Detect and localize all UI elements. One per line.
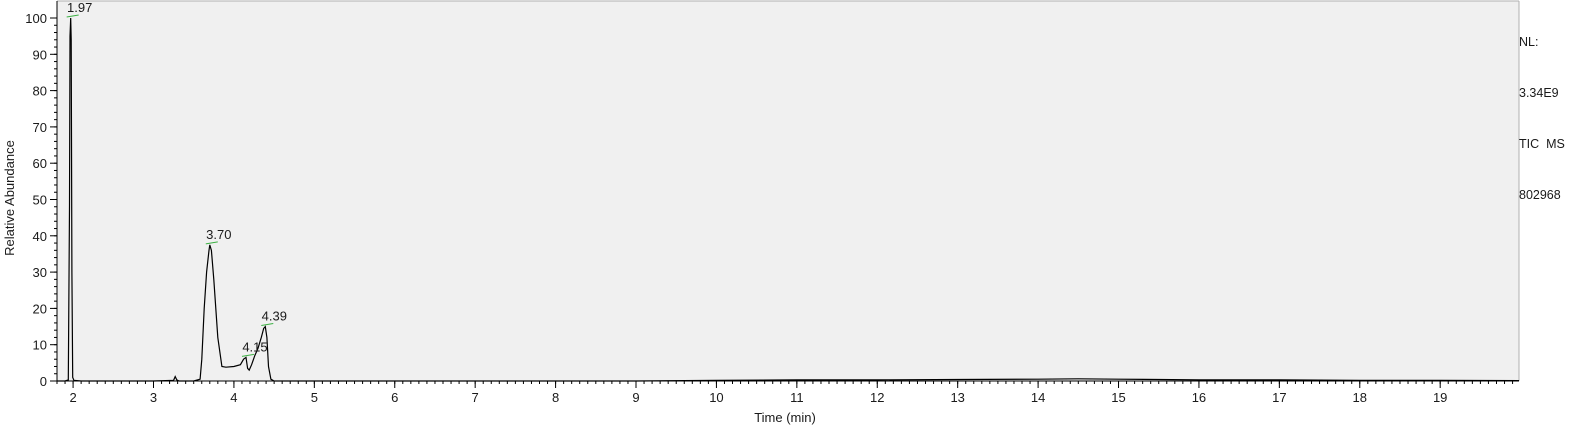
x-tick-label: 7 — [472, 390, 479, 405]
x-tick-label: 11 — [790, 390, 804, 405]
nl-label: NL: — [1519, 35, 1539, 49]
peak-leader — [241, 353, 255, 357]
peak-label: 4.39 — [262, 309, 287, 324]
y-tick-label: 20 — [33, 301, 47, 316]
x-tick-label: 6 — [391, 390, 398, 405]
x-tick-label: 3 — [150, 390, 157, 405]
y-tick-label: 100 — [25, 11, 47, 26]
x-tick-label: 17 — [1272, 390, 1286, 405]
file-name: 802968 — [1519, 188, 1561, 202]
plot-area — [57, 1, 1519, 381]
x-tick-label: 4 — [230, 390, 237, 405]
nl-value: 3.34E9 — [1519, 86, 1559, 100]
x-tick-label: 8 — [552, 390, 559, 405]
y-tick-label: 10 — [33, 338, 47, 353]
tic-trace — [57, 17, 1520, 382]
x-tick-label: 10 — [709, 390, 723, 405]
y-axis-title: Relative Abundance — [2, 140, 17, 256]
info-panel: NL: 3.34E9 TIC MS 802968 — [1519, 0, 1565, 221]
peak-label: 3.70 — [206, 227, 231, 242]
x-tick-label: 19 — [1433, 390, 1447, 405]
peak-label: 1.97 — [67, 0, 92, 15]
y-tick-label: 0 — [40, 374, 47, 389]
y-tick-label: 70 — [33, 120, 47, 135]
y-tick-label: 90 — [33, 47, 47, 62]
peak-leader — [66, 14, 79, 18]
x-axis-title: Time (min) — [754, 410, 816, 425]
y-tick-label: 30 — [33, 265, 47, 280]
x-tick-label: 15 — [1111, 390, 1125, 405]
scan-filter: TIC MS — [1519, 137, 1565, 151]
peak-annotations: 1.97 3.70 4.15 4.39 — [66, 0, 287, 357]
y-tick-label: 80 — [33, 84, 47, 99]
x-tick-label: 2 — [69, 390, 76, 405]
y-tick-label: 40 — [33, 229, 47, 244]
x-tick-label: 5 — [311, 390, 318, 405]
x-tick-label: 18 — [1353, 390, 1367, 405]
peak-leader — [205, 241, 218, 245]
x-axis: 2 3 4 5 6 7 8 9 10 11 12 13 14 15 16 17 18 19 — [56, 380, 1519, 405]
peak-leader — [261, 323, 274, 327]
x-tick-label: 13 — [950, 390, 964, 405]
x-tick-label: 14 — [1031, 390, 1045, 405]
peak-label: 4.15 — [242, 339, 267, 354]
y-tick-label: 60 — [33, 156, 47, 171]
x-tick-label: 12 — [870, 390, 884, 405]
y-axis: 0 10 20 30 40 50 60 70 80 90 100 — [25, 1, 58, 389]
x-tick-label: 9 — [632, 390, 639, 405]
x-tick-label: 16 — [1192, 390, 1206, 405]
y-tick-label: 50 — [33, 193, 47, 208]
